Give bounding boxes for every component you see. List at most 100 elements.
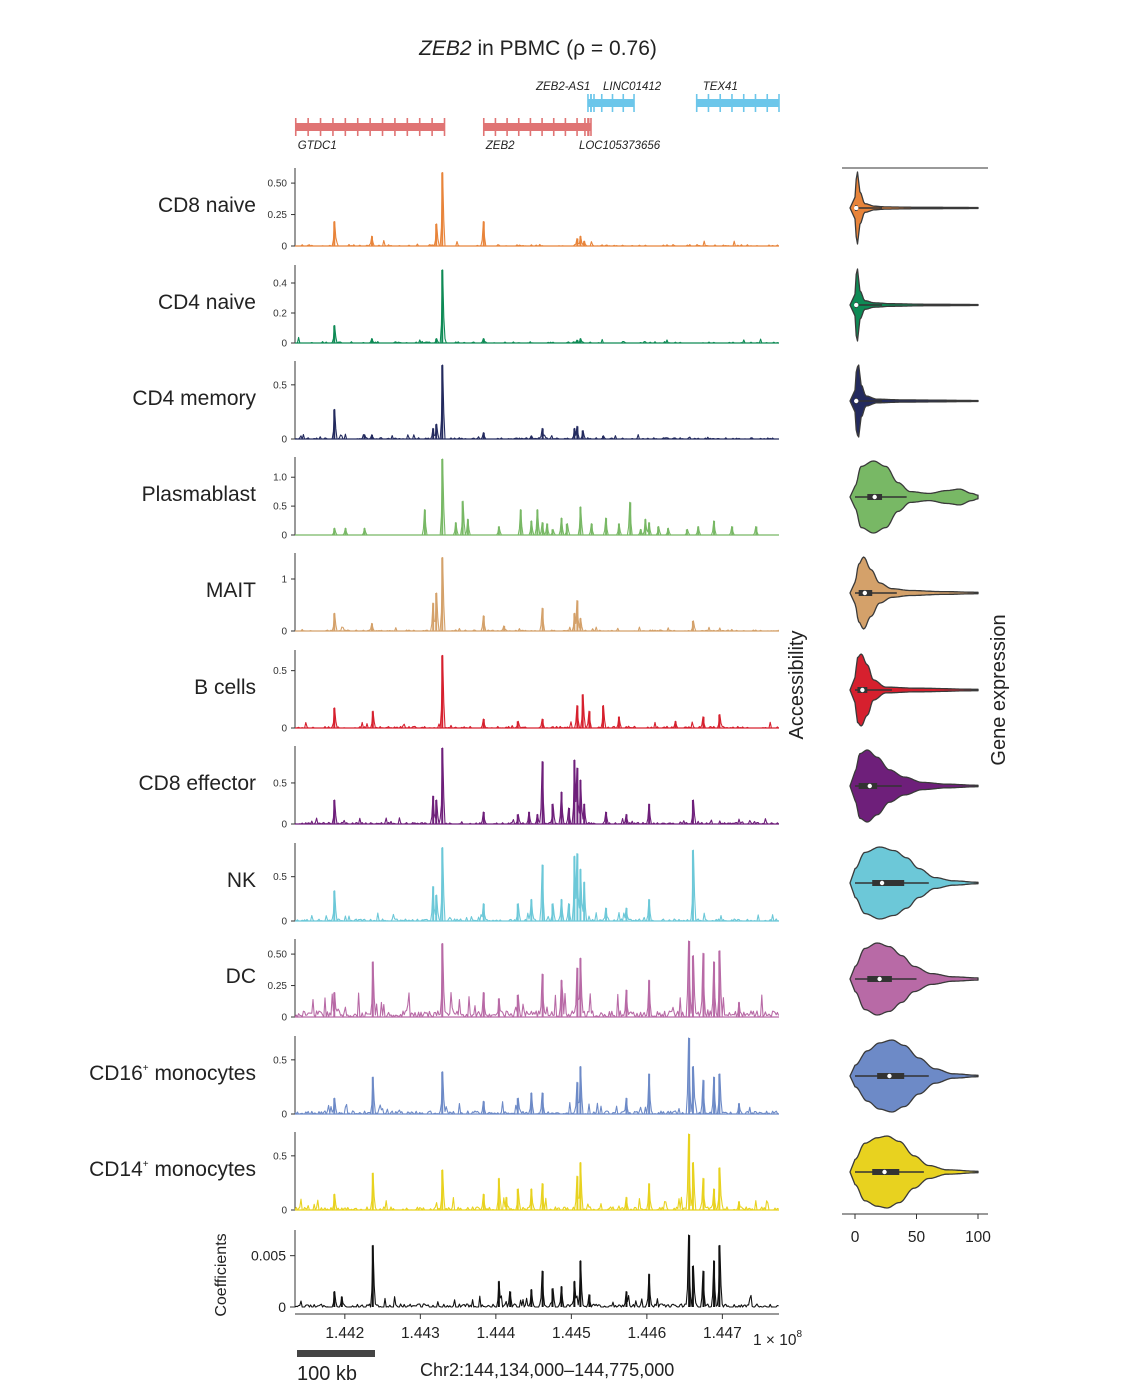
track-label: CD4 memory xyxy=(132,387,256,410)
accessibility-ylabel: Accessibility xyxy=(786,631,808,740)
violin-x-tick-label: 50 xyxy=(908,1229,926,1246)
signal-line xyxy=(295,847,779,922)
gene-label: GTDC1 xyxy=(298,140,337,152)
x-tick-label: 1.443 xyxy=(401,1325,440,1342)
gene-exon xyxy=(307,118,309,136)
y-tick-label: 0 xyxy=(281,339,287,350)
track-mait: 0 1 MAIT xyxy=(206,553,779,638)
y-tick-label: 0.50 xyxy=(268,950,288,961)
y-tick-label: 0.5 xyxy=(273,872,287,883)
expression-violins: 0 50 100 xyxy=(842,167,991,1246)
coef-ylabel: Coefficients xyxy=(213,1233,230,1316)
gene-exon xyxy=(633,94,635,112)
violin-box xyxy=(872,880,905,886)
title-rest: in PBMC (ρ = 0.76) xyxy=(472,37,657,60)
gene-exon xyxy=(590,94,592,112)
gene-exon xyxy=(590,118,592,136)
gene-exon xyxy=(600,94,603,112)
y-tick-label: 0 xyxy=(281,435,287,446)
violin-mait xyxy=(849,556,979,630)
y-tick-label: 0.5 xyxy=(273,666,287,677)
track-b-cells: 0 0.5 B cells xyxy=(194,650,779,735)
gene-exon xyxy=(506,118,508,136)
signal-line xyxy=(295,269,779,344)
region-label: Chr2:144,134,000–144,775,000 xyxy=(420,1360,674,1380)
y-tick-label: 0.25 xyxy=(268,981,288,992)
y-tick-label: 0 xyxy=(281,242,287,253)
violin-cd4-naive xyxy=(849,268,979,342)
violin-median xyxy=(854,398,859,404)
x-tick-label: 1.442 xyxy=(325,1325,364,1342)
track-cd4-memory: 0 0.5 CD4 memory xyxy=(132,361,779,446)
gene-exon xyxy=(576,118,578,136)
gene-exon xyxy=(344,118,347,136)
violin-body xyxy=(849,171,979,245)
signal-line xyxy=(295,654,779,729)
violin-median xyxy=(887,1073,892,1079)
x-tick-label: 1.444 xyxy=(476,1325,515,1342)
gene-exon xyxy=(731,94,733,112)
track-label: Plasmablast xyxy=(142,483,257,506)
genomic-x-axis: 1.442 1.443 1.444 1.445 1.446 1.447 1 × 108 xyxy=(295,1313,803,1349)
gene-exon xyxy=(381,118,384,136)
y-tick-label: 0 xyxy=(281,1110,287,1121)
track-label: DC xyxy=(226,965,256,988)
track-cd8-naive: 0 0.25 0.50 CD8 naive xyxy=(158,168,779,253)
track-plasmablast: 0 0.5 1.0 Plasmablast xyxy=(142,457,779,542)
violin-x-tick-label: 0 xyxy=(851,1229,860,1246)
y-tick-label: 1.0 xyxy=(273,473,287,484)
gene-exon xyxy=(552,118,555,136)
violin-median xyxy=(879,880,885,886)
y-tick-label: 0.5 xyxy=(273,1151,287,1162)
violin-body xyxy=(849,653,979,727)
violin-plasmablast xyxy=(849,460,979,534)
track-dc: 0 0.25 0.50 DC xyxy=(226,939,780,1024)
signal-line xyxy=(294,747,779,825)
violin-b-cells xyxy=(849,653,979,727)
y-tick-label: 0.2 xyxy=(273,309,287,320)
violin-nk xyxy=(849,846,979,920)
violin-median xyxy=(862,590,868,596)
gene-exon xyxy=(742,94,745,112)
gene-exon xyxy=(356,118,359,136)
gene-loc105373656: LOC105373656 xyxy=(579,118,661,152)
gene-label: TEX41 xyxy=(703,81,738,93)
gene-body xyxy=(696,99,779,107)
track-label: CD14+ monocytes xyxy=(89,1158,256,1181)
gene-exon xyxy=(622,94,625,112)
gene-exon xyxy=(369,118,371,136)
track-label: NK xyxy=(227,869,256,892)
y-tick-label: 0 xyxy=(281,820,287,831)
violin-dc xyxy=(849,942,979,1016)
gene-label: ZEB2-AS1 xyxy=(535,81,590,93)
signal-line xyxy=(295,556,779,632)
gene-exon xyxy=(494,118,497,136)
track-cd14-monocytes: 0 0.5 CD14+ monocytes xyxy=(89,1132,779,1217)
gene-exon xyxy=(319,118,322,136)
gene-exon xyxy=(778,94,780,112)
gene-label: LOC105373656 xyxy=(579,140,661,152)
violin-cd4-memory xyxy=(849,364,979,438)
gene-exon xyxy=(719,94,722,112)
track-cd8-effector: 0 0.5 CD8 effector xyxy=(139,746,779,831)
track-label: CD8 effector xyxy=(139,772,257,795)
y-tick-label: 0.25 xyxy=(268,210,288,221)
track-cd16-monocytes: 0 0.5 CD16+ monocytes xyxy=(89,1036,779,1121)
gene-zeb2: ZEB2 xyxy=(482,118,590,152)
gene-linc01412: LINC01412 xyxy=(590,81,662,112)
gene-exon xyxy=(431,118,433,136)
gene-annotation-track: GTDC1 ZEB2 LOC105373656 ZEB2-AS1 LINC01412 TE… xyxy=(294,81,780,152)
x-tick-label: 1.445 xyxy=(552,1325,591,1342)
gene-gtdc1: GTDC1 xyxy=(294,118,446,152)
violin-cd16-monocytes xyxy=(849,1039,979,1113)
track-label: B cells xyxy=(194,676,256,699)
x-tick-label: 1.447 xyxy=(703,1325,742,1342)
y-tick-label: 0 xyxy=(281,1206,287,1217)
violin-median xyxy=(872,494,877,500)
scalebar xyxy=(297,1350,375,1357)
violin-median xyxy=(854,302,859,308)
title-gene: ZEB2 xyxy=(418,37,472,60)
gene-expression-ylabel: Gene expression xyxy=(988,614,1010,765)
signal-line xyxy=(294,940,780,1018)
gene-exon xyxy=(584,118,586,136)
